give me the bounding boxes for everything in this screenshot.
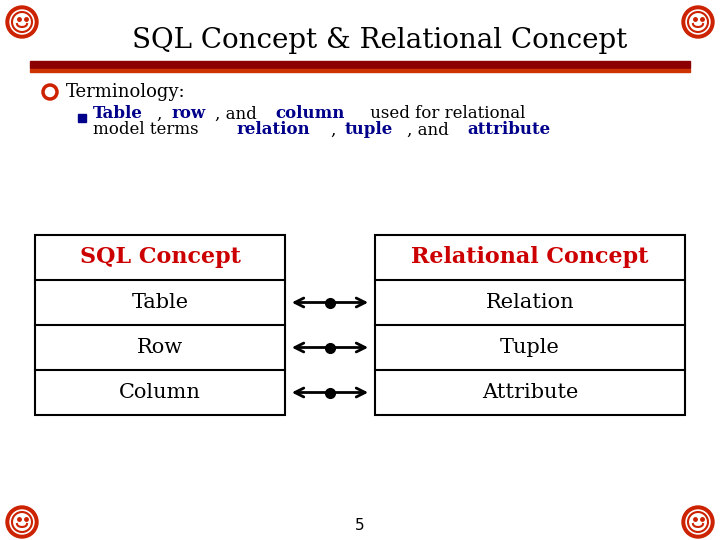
Text: Terminology:: Terminology: (66, 83, 186, 101)
Text: row: row (171, 105, 205, 123)
Bar (78, 114, 86, 122)
Text: Relation: Relation (486, 293, 575, 312)
Circle shape (686, 510, 710, 534)
Text: Relational Concept: Relational Concept (411, 246, 649, 268)
Bar (375, 235, 685, 415)
Circle shape (10, 10, 34, 34)
Text: relation: relation (236, 122, 310, 138)
Text: model terms: model terms (93, 122, 204, 138)
Text: Attribute: Attribute (482, 383, 578, 402)
Text: Row: Row (137, 338, 183, 357)
Text: SQL Concept: SQL Concept (80, 246, 240, 268)
Text: used for relational: used for relational (365, 105, 526, 123)
Bar (30, 61, 690, 68)
Text: tuple: tuple (345, 122, 393, 138)
Bar (35, 235, 285, 415)
Text: Tuple: Tuple (500, 338, 560, 357)
Text: Table: Table (132, 293, 189, 312)
Text: Table: Table (93, 105, 143, 123)
Text: 5: 5 (355, 517, 365, 532)
Text: SQL Concept & Relational Concept: SQL Concept & Relational Concept (132, 26, 628, 53)
Circle shape (686, 10, 710, 34)
Circle shape (682, 6, 714, 38)
Text: , and: , and (407, 122, 454, 138)
Circle shape (682, 506, 714, 538)
Text: attribute: attribute (468, 122, 551, 138)
Text: column: column (276, 105, 345, 123)
Text: , and: , and (215, 105, 262, 123)
Text: ,: , (331, 122, 342, 138)
Text: Column: Column (119, 383, 201, 402)
Circle shape (6, 6, 38, 38)
Circle shape (10, 510, 34, 534)
Text: ,: , (158, 105, 168, 123)
Circle shape (6, 506, 38, 538)
Bar (30, 69, 690, 72)
